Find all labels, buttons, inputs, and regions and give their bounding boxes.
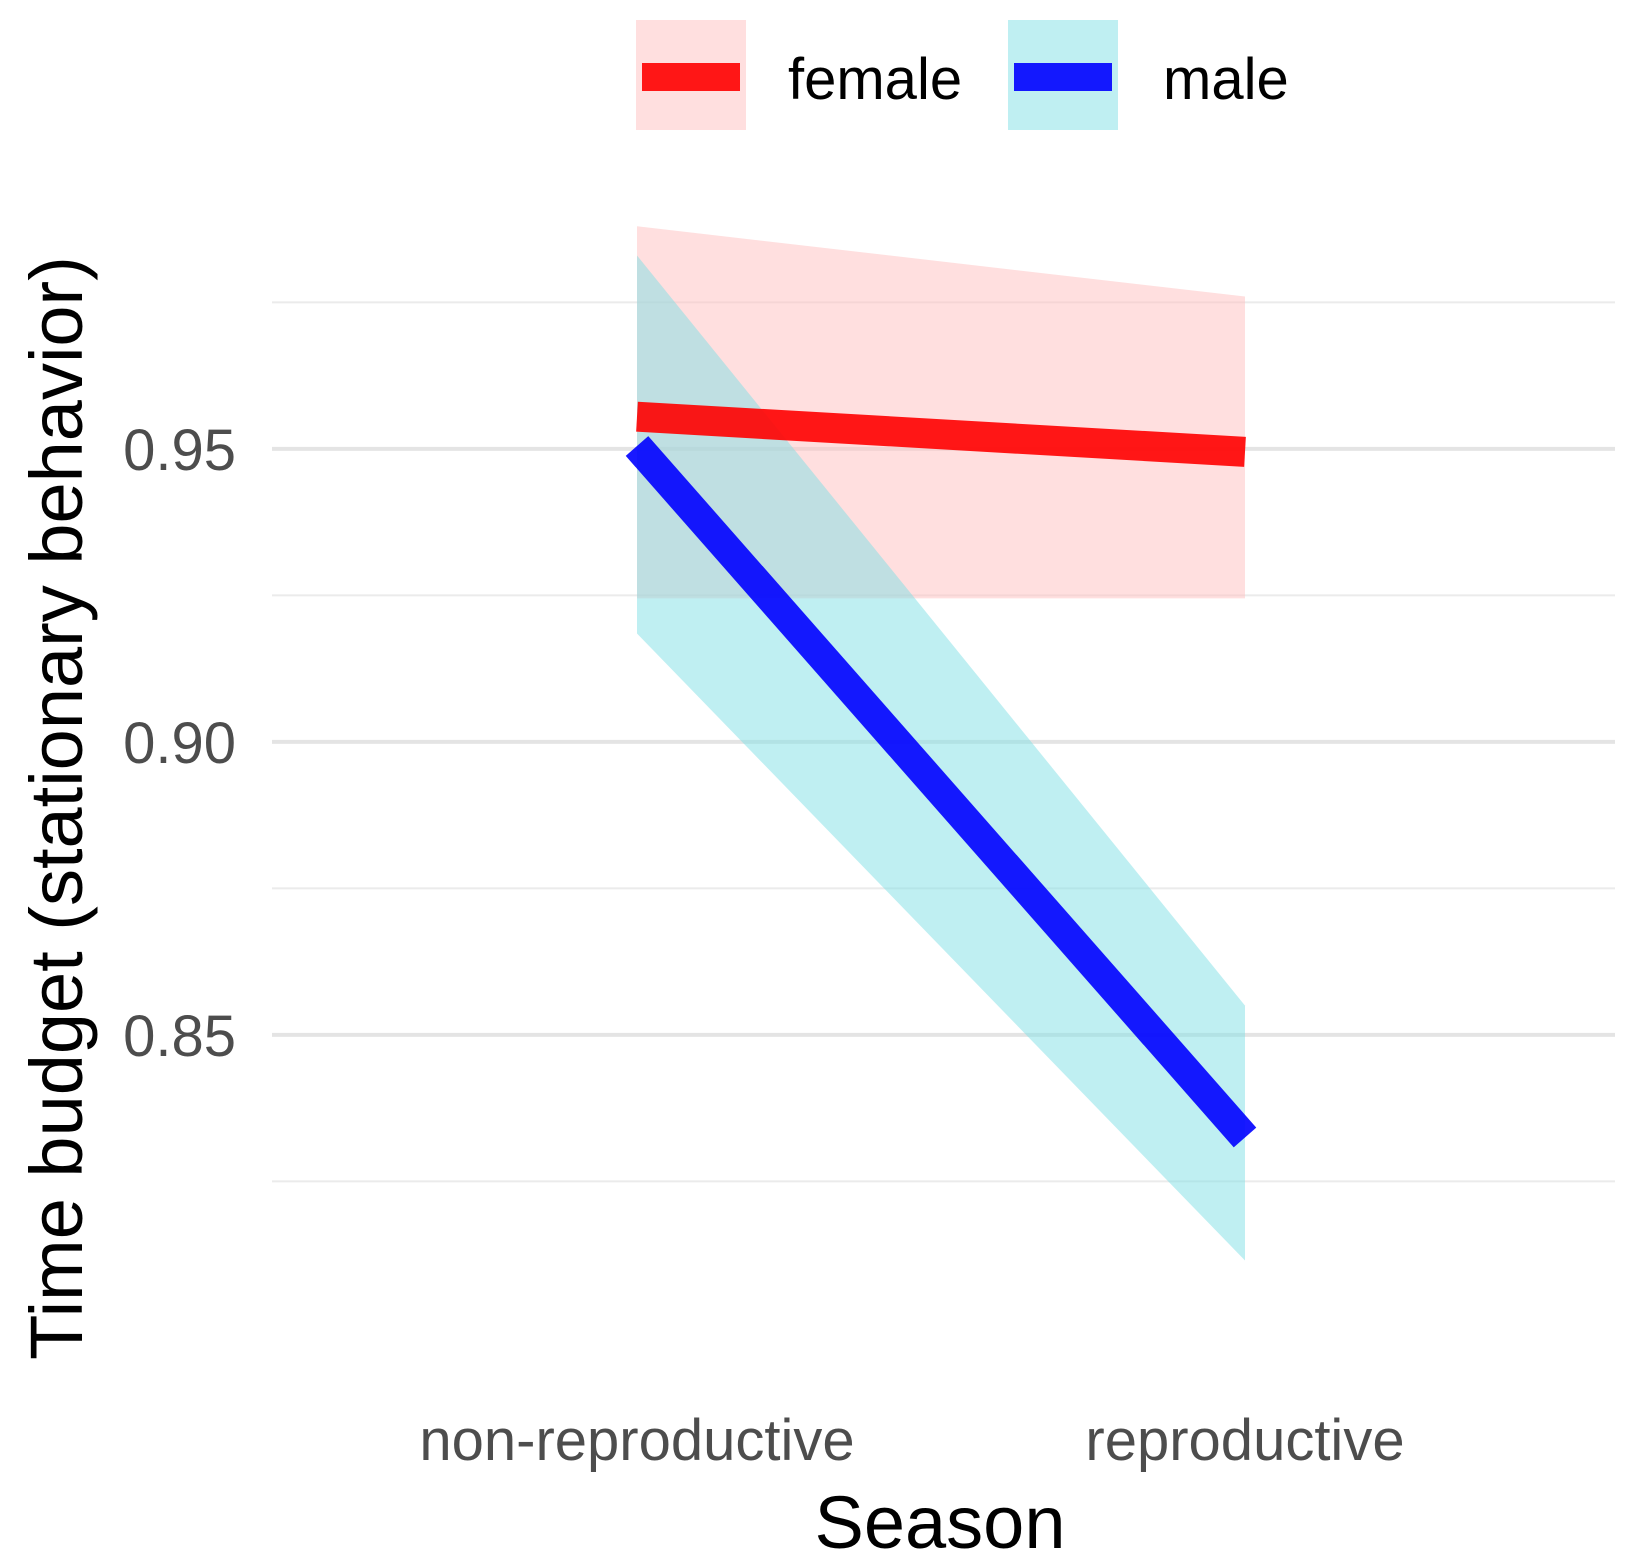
male-ribbon bbox=[637, 255, 1245, 1261]
legend: female male bbox=[636, 20, 1289, 130]
confidence-ribbons bbox=[637, 226, 1245, 1261]
x-tick-label: reproductive bbox=[1085, 1408, 1404, 1473]
female-line bbox=[636, 401, 1246, 467]
legend-label: male bbox=[1163, 47, 1289, 112]
x-axis-title: Season bbox=[815, 1481, 1066, 1563]
legend-label: female bbox=[788, 47, 962, 112]
legend-item-female: female bbox=[636, 20, 962, 130]
legend-item-male: male bbox=[1008, 20, 1289, 130]
male-line bbox=[625, 436, 1257, 1148]
x-tick-labels: non-reproductive reproductive bbox=[419, 1408, 1404, 1473]
y-tick-label: 0.85 bbox=[123, 1004, 236, 1069]
series-lines bbox=[625, 401, 1257, 1148]
y-tick-label: 0.90 bbox=[123, 711, 236, 776]
y-tick-label: 0.95 bbox=[123, 418, 236, 483]
x-tick-label: non-reproductive bbox=[419, 1408, 854, 1473]
y-axis-title: Time budget (stationary behavior) bbox=[15, 256, 98, 1360]
y-tick-labels: 0.85 0.90 0.95 bbox=[123, 418, 236, 1069]
